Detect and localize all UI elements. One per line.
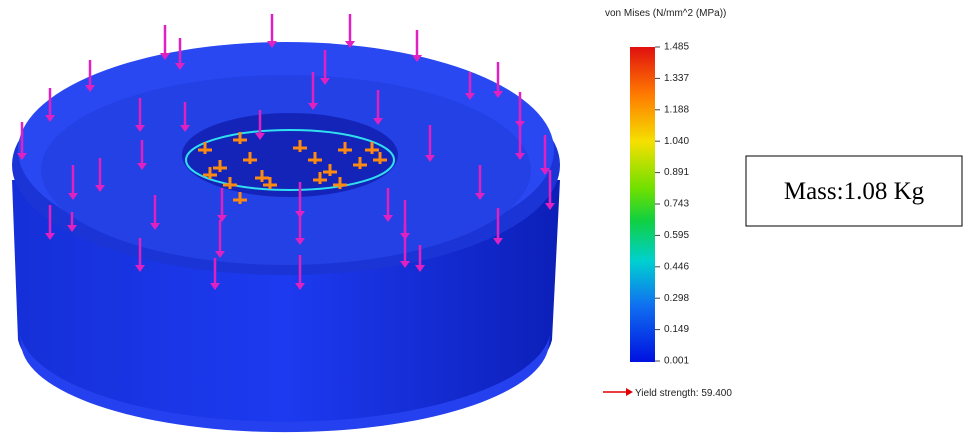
tick-label: 0.446 [664, 261, 689, 272]
page: von Mises (N/mm^2 (MPa)) 1.485 1.337 1.188… [0, 0, 964, 441]
tick-label: 0.743 [664, 199, 689, 210]
tick-label: 1.040 [664, 136, 689, 147]
tick-label: 0.298 [664, 293, 689, 304]
screenshot: von Mises (N/mm^2 (MPa)) 1.485 1.337 1.188… [0, 0, 964, 441]
tick-label: 1.337 [664, 73, 689, 84]
color-legend: von Mises (N/mm^2 (MPa)) 1.485 1.337 1.188… [603, 8, 732, 399]
tick-label: 0.001 [664, 356, 689, 367]
model [12, 42, 560, 432]
tick-label: 0.149 [664, 324, 689, 335]
mass-label: Mass:1.08 Kg [784, 178, 925, 205]
yield-arrow-head [626, 388, 633, 396]
legend-title: von Mises (N/mm^2 (MPa)) [605, 8, 726, 19]
tick-label: 0.595 [664, 230, 689, 241]
yield-label: Yield strength: 59.400 [635, 388, 732, 399]
tick-label: 0.891 [664, 167, 689, 178]
bore [182, 113, 398, 197]
tick-label: 1.188 [664, 104, 689, 115]
tick-label: 1.485 [664, 42, 689, 53]
legend-ticks: 1.485 1.337 1.188 1.040 0.891 0.743 0.595 0.446… [655, 42, 689, 367]
color-bar [630, 47, 655, 362]
